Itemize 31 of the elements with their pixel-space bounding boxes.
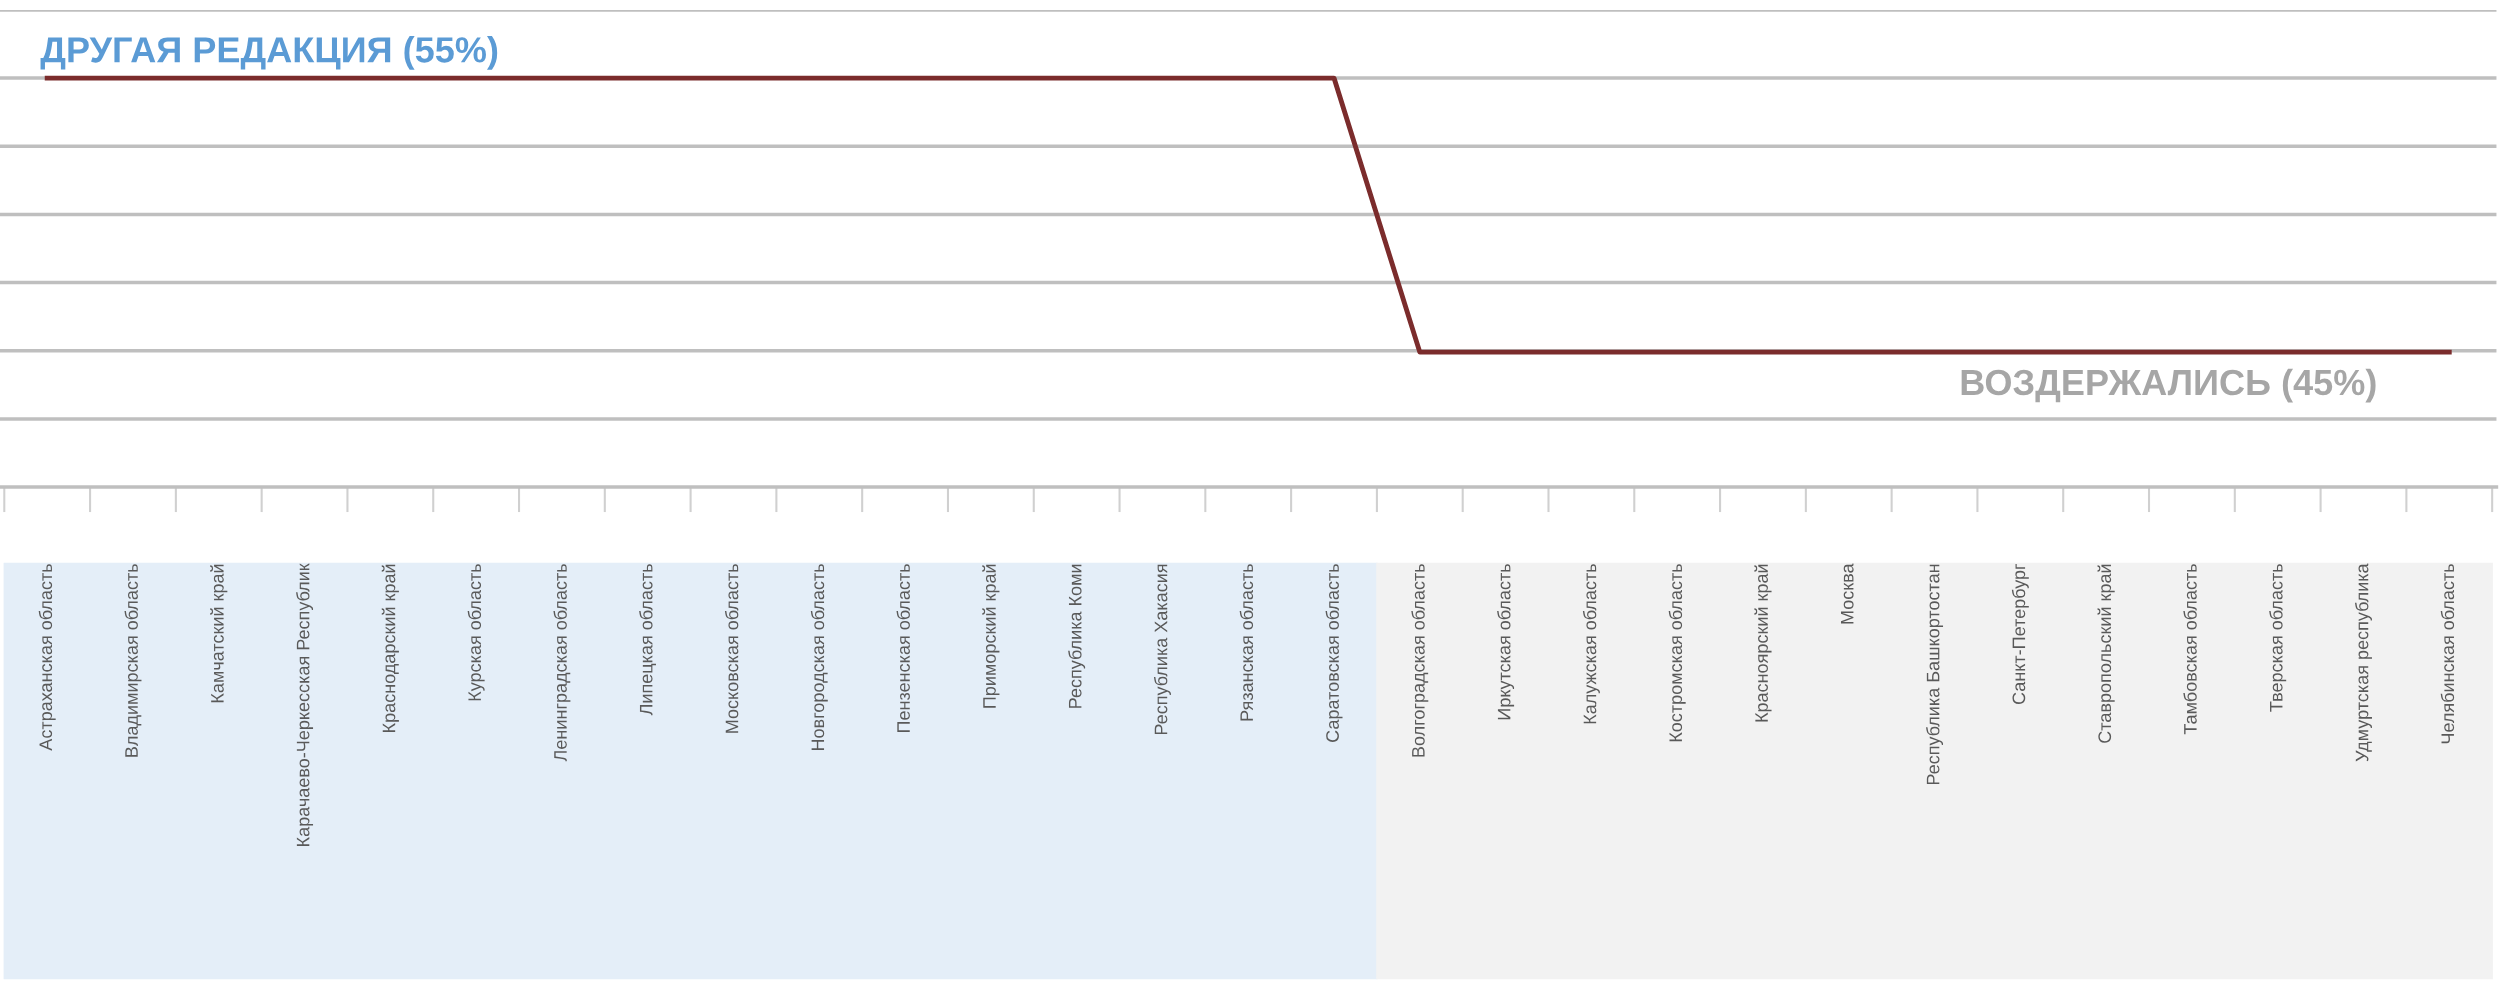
annotation: ДРУГАЯ РЕДАКЦИЯ (55%) — [40, 36, 498, 70]
x-tick-label: Липецкая область — [639, 564, 656, 716]
x-tick-label: Калужская область — [1582, 564, 1600, 724]
x-tick-label: Республика Хакасия — [1153, 564, 1171, 735]
annotation: ВОЗДЕРЖАЛИСЬ (45%) — [1961, 368, 2376, 403]
x-tick-label: Костромская область — [1668, 564, 1686, 742]
x-tick-label: Саратовская область — [1325, 564, 1343, 742]
x-tick-label: Челябинская область — [2440, 564, 2455, 744]
x-tick-label: Ленинградская область — [553, 564, 571, 762]
x-tick-label: Камчатский край — [210, 564, 228, 703]
x-tick-label: Владимирская область — [124, 564, 142, 757]
x-tick-label: Краснодарский край — [381, 564, 399, 732]
x-tick-label: Красноярский край — [1754, 564, 1772, 722]
x-tick-label: Пензенская область — [896, 564, 910, 733]
x-tick-label: Астраханская область — [38, 564, 56, 751]
x-tick-label: Волгоградская область — [1411, 564, 1429, 757]
x-tick-label: Тверская область — [2269, 564, 2287, 712]
x-tick-label: Новгородская область — [810, 564, 828, 751]
x-tick-label: Удмуртская республика — [2354, 563, 2372, 762]
x-tick-label: Москва — [1841, 563, 1854, 624]
x-tick-label: Ставропольский край — [2097, 564, 2115, 743]
x-tick-label: Иркутская область — [1497, 564, 1515, 720]
x-tick-label: Приморский край — [982, 564, 1000, 708]
x-tick-label: Московская область — [724, 564, 739, 733]
x-tick-label: Курская область — [467, 564, 485, 701]
x-tick-label: Тамбовская область — [2183, 564, 2197, 735]
x-tick-label: Карачаево-Черкесская Республик — [296, 563, 314, 846]
x-tick-label: Рязанская область — [1239, 564, 1254, 721]
x-tick-label: Республика Башкортостан — [1926, 564, 1944, 785]
x-tick-label: Республика Коми — [1068, 564, 1086, 708]
x-tick-label: Санкт-Петербург — [2011, 563, 2029, 705]
